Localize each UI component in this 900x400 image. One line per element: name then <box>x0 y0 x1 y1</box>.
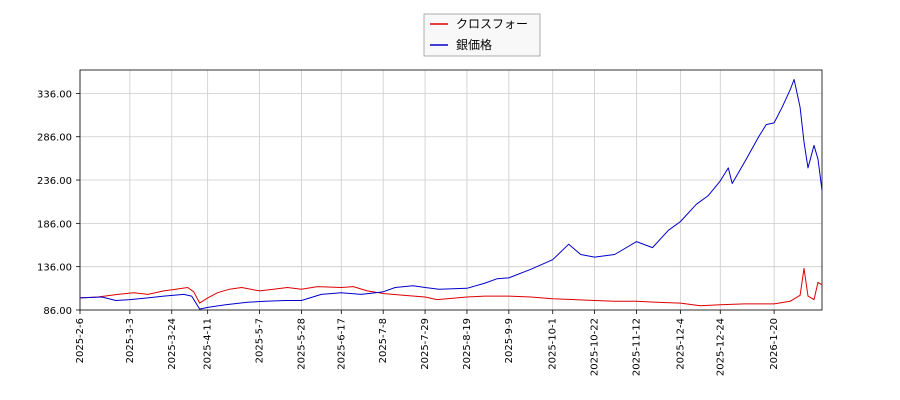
x-tick-label: 2025-12-24 <box>715 318 726 376</box>
legend-box <box>423 13 541 57</box>
x-tick-label: 2025-10-1 <box>548 318 559 370</box>
series-lines <box>79 79 823 310</box>
x-tick-label: 2025-4-11 <box>203 318 214 370</box>
legend-label-crossfor: クロスフォー <box>456 17 528 31</box>
x-tick-label: 2025-5-7 <box>255 318 266 363</box>
legend-label-silver: 銀価格 <box>456 37 492 52</box>
y-tick-label: 186.00 <box>37 219 72 230</box>
x-tick-label: 2025-8-19 <box>462 318 473 370</box>
x-tick-label: 2025-6-17 <box>336 318 347 370</box>
legend: クロスフォー 銀価格 <box>423 13 541 57</box>
x-tick-label: 2025-3-3 <box>125 318 136 363</box>
x-tick-label: 2025-9-9 <box>504 318 515 363</box>
x-tick-label: 2025-7-8 <box>378 318 389 363</box>
y-tick-label: 236.00 <box>37 176 72 187</box>
x-tick-label: 2025-12-4 <box>675 318 686 370</box>
y-tick-label: 86.00 <box>43 306 72 317</box>
x-tick-label: 2025-11-12 <box>632 318 643 376</box>
x-tick-label: 2025-2-6 <box>75 318 86 363</box>
y-tick-label: 136.00 <box>37 263 72 274</box>
x-tick-label: 2026-1-20 <box>769 318 780 370</box>
x-axis-tick-labels: 2025-2-6 2025-3-3 2025-3-24 2025-4-11 2025-5… <box>75 318 780 376</box>
series-line-silver-price <box>79 79 823 310</box>
x-tick-label: 2025-5-28 <box>296 318 307 370</box>
y-tick-label: 336.00 <box>37 89 72 100</box>
x-tick-label: 2025-10-22 <box>590 318 601 376</box>
x-tick-label: 2025-3-24 <box>167 318 178 370</box>
y-tick-label: 286.00 <box>37 133 72 144</box>
vertical-gridlines <box>79 70 775 314</box>
x-tick-label: 2025-7-29 <box>420 318 431 370</box>
y-axis-tick-labels: 86.00 136.00 186.00 236.00 286.00 336.00 <box>37 89 72 317</box>
series-line-crossfor <box>79 267 823 307</box>
